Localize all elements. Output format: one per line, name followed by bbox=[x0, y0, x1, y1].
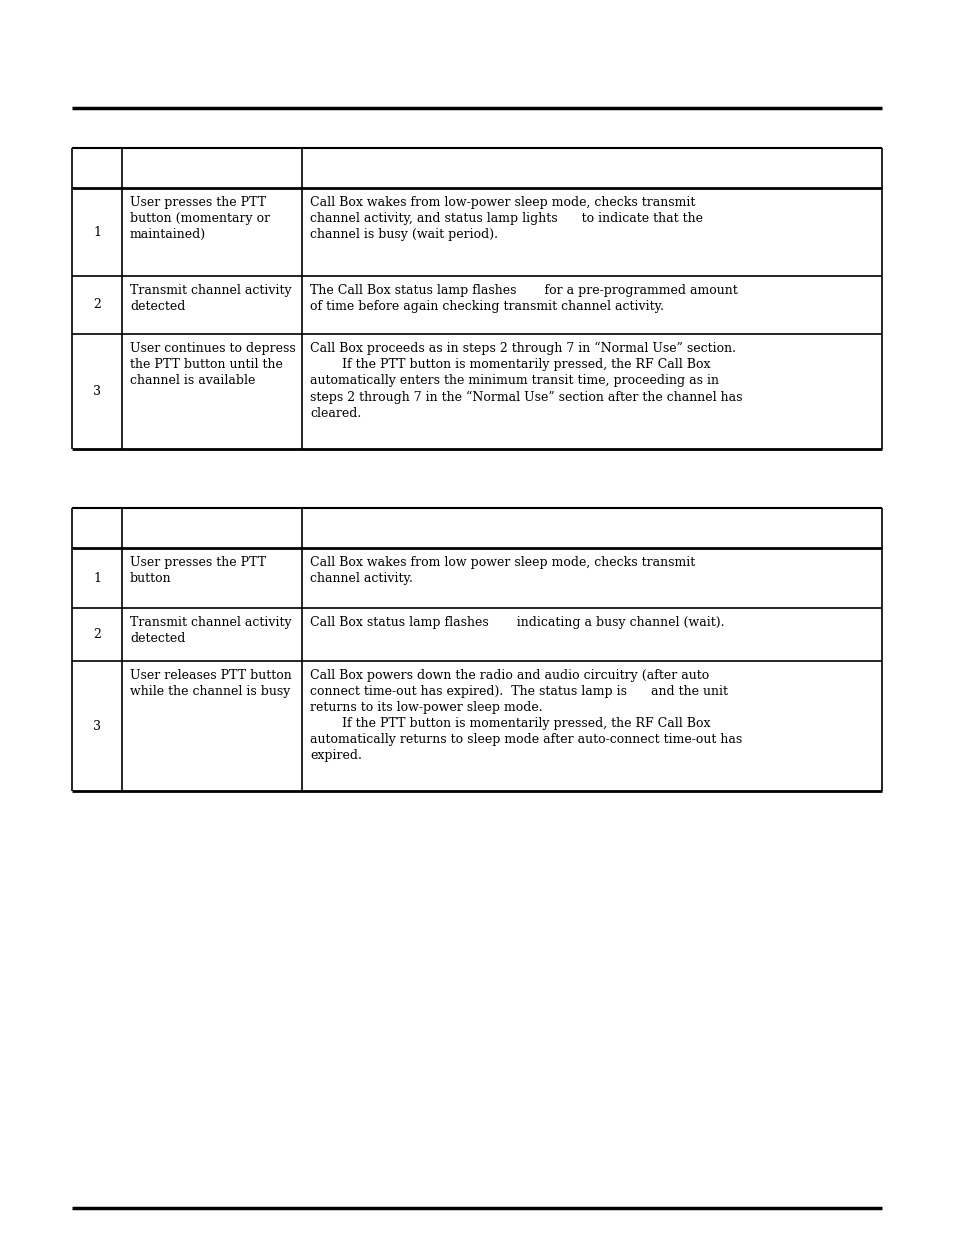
Text: Call Box status lamp flashes       indicating a busy channel (wait).: Call Box status lamp flashes indicating … bbox=[310, 616, 723, 629]
Text: Call Box proceeds as in steps 2 through 7 in “Normal Use” section.
        If th: Call Box proceeds as in steps 2 through … bbox=[310, 342, 741, 420]
Text: User releases PTT button
while the channel is busy: User releases PTT button while the chann… bbox=[130, 669, 292, 698]
Text: 2: 2 bbox=[93, 629, 101, 641]
Text: Transmit channel activity
detected: Transmit channel activity detected bbox=[130, 616, 292, 645]
Text: 2: 2 bbox=[93, 299, 101, 311]
Text: Call Box wakes from low power sleep mode, checks transmit
channel activity.: Call Box wakes from low power sleep mode… bbox=[310, 556, 695, 585]
Text: User presses the PTT
button: User presses the PTT button bbox=[130, 556, 266, 585]
Text: 3: 3 bbox=[92, 720, 101, 732]
Text: 1: 1 bbox=[92, 226, 101, 238]
Text: Call Box powers down the radio and audio circuitry (after auto
connect time-out : Call Box powers down the radio and audio… bbox=[310, 669, 741, 762]
Text: The Call Box status lamp flashes       for a pre-programmed amount
of time befor: The Call Box status lamp flashes for a p… bbox=[310, 284, 737, 312]
Text: User continues to depress
the PTT button until the
channel is available: User continues to depress the PTT button… bbox=[130, 342, 295, 387]
Text: Transmit channel activity
detected: Transmit channel activity detected bbox=[130, 284, 292, 312]
Text: User presses the PTT
button (momentary or
maintained): User presses the PTT button (momentary o… bbox=[130, 196, 270, 241]
Text: 1: 1 bbox=[92, 572, 101, 584]
Text: 3: 3 bbox=[92, 385, 101, 398]
Text: Call Box wakes from low-power sleep mode, checks transmit
channel activity, and : Call Box wakes from low-power sleep mode… bbox=[310, 196, 702, 241]
